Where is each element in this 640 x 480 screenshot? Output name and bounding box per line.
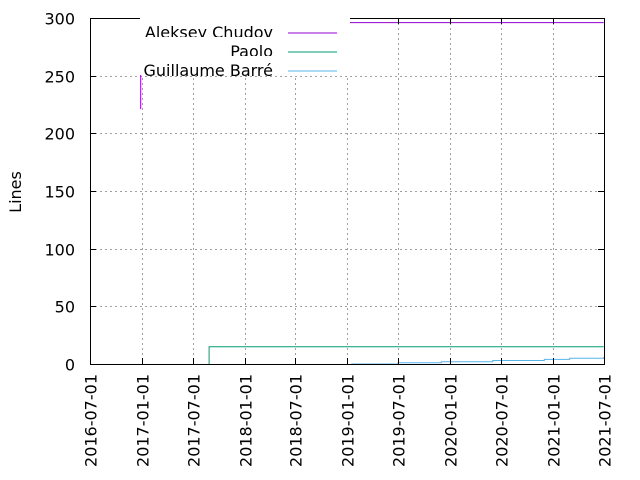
y-axis-label: Lines xyxy=(6,171,25,213)
legend-entry-bg xyxy=(140,56,350,75)
x-tick-label: 2016-07-01 xyxy=(82,374,101,467)
x-tick-label: 2020-07-01 xyxy=(493,374,512,467)
x-tick-label: 2019-01-01 xyxy=(339,374,358,467)
legend-entry-bg xyxy=(140,37,350,56)
x-tick-label: 2021-01-01 xyxy=(545,374,564,467)
x-tick-label: 2020-01-01 xyxy=(442,374,461,467)
x-tick-label: 2017-07-01 xyxy=(185,374,204,467)
legend-label: Guillaume Barré xyxy=(144,61,273,80)
series-line-1 xyxy=(208,346,604,364)
x-axis: 2016-07-01 2017-01-01 2017-07-01 2018-01-01… xyxy=(82,18,615,467)
legend-entry-bg xyxy=(140,18,350,37)
series-line-2 xyxy=(351,357,605,365)
x-tick-label: 2017-01-01 xyxy=(134,374,153,467)
y-tick-label: 150 xyxy=(44,183,75,202)
y-tick-label: 0 xyxy=(65,356,75,375)
x-tick-label: 2021-07-01 xyxy=(596,374,615,467)
y-tick-label: 100 xyxy=(44,241,75,260)
x-tick-label: 2018-07-01 xyxy=(287,374,306,467)
y-tick-label: 50 xyxy=(55,298,75,317)
y-tick-label: 300 xyxy=(44,10,75,29)
y-axis: 0 50 100 150 200 250 300 xyxy=(44,10,604,375)
grid-layer xyxy=(90,18,604,364)
x-tick-label: 2018-01-01 xyxy=(237,374,256,467)
y-tick-label: 200 xyxy=(44,125,75,144)
y-tick-label: 250 xyxy=(44,68,75,87)
x-tick-label: 2019-07-01 xyxy=(390,374,409,467)
